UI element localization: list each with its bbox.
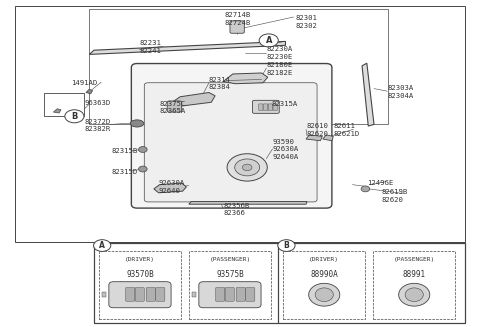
Bar	[99, 251, 181, 319]
Text: 82315A: 82315A	[271, 101, 297, 107]
FancyArrow shape	[192, 292, 196, 297]
FancyBboxPatch shape	[259, 104, 263, 111]
Polygon shape	[306, 135, 323, 141]
Polygon shape	[154, 183, 186, 193]
Ellipse shape	[405, 288, 423, 301]
FancyBboxPatch shape	[167, 101, 181, 112]
Text: 82301
82302: 82301 82302	[295, 15, 317, 29]
Circle shape	[361, 186, 370, 192]
Text: 82303A
82304A: 82303A 82304A	[387, 85, 414, 99]
Polygon shape	[53, 109, 61, 113]
Polygon shape	[323, 135, 333, 141]
FancyBboxPatch shape	[273, 104, 277, 111]
FancyBboxPatch shape	[230, 21, 244, 33]
Ellipse shape	[309, 283, 340, 306]
FancyBboxPatch shape	[146, 287, 156, 301]
Text: 82180E
82182E: 82180E 82182E	[266, 62, 293, 76]
Text: 82619B
82620: 82619B 82620	[381, 189, 408, 203]
Bar	[373, 251, 456, 319]
Text: 1249GE: 1249GE	[367, 180, 393, 186]
Text: (DRIVER): (DRIVER)	[125, 257, 155, 262]
FancyBboxPatch shape	[156, 287, 165, 301]
FancyBboxPatch shape	[109, 282, 171, 308]
Bar	[44, 93, 84, 116]
Text: 82230A
82230E: 82230A 82230E	[266, 46, 293, 60]
Bar	[89, 9, 388, 125]
Text: 82315B: 82315B	[112, 148, 138, 154]
Polygon shape	[362, 63, 374, 126]
FancyBboxPatch shape	[246, 287, 255, 301]
Text: 93590
92630A
92640A: 93590 92630A 92640A	[273, 139, 299, 160]
FancyBboxPatch shape	[199, 282, 261, 308]
Text: 88991: 88991	[403, 270, 426, 279]
Circle shape	[139, 166, 147, 172]
Ellipse shape	[131, 120, 144, 127]
Text: 82315D: 82315D	[112, 169, 138, 175]
Text: 96363D: 96363D	[84, 100, 111, 106]
Circle shape	[139, 146, 147, 152]
FancyBboxPatch shape	[236, 287, 245, 301]
Bar	[15, 6, 465, 242]
Circle shape	[227, 154, 267, 181]
FancyBboxPatch shape	[225, 287, 234, 301]
Polygon shape	[223, 73, 268, 84]
Bar	[189, 251, 271, 319]
Text: A: A	[265, 36, 272, 45]
Text: B: B	[284, 241, 289, 250]
Circle shape	[242, 164, 252, 171]
Text: 82714B
82724B: 82714B 82724B	[225, 12, 251, 26]
Text: (PASSENGER): (PASSENGER)	[209, 257, 251, 262]
Text: 82231
82241: 82231 82241	[139, 40, 161, 54]
Bar	[94, 243, 465, 323]
Text: 82372D
82382R: 82372D 82382R	[84, 119, 111, 132]
FancyBboxPatch shape	[126, 287, 135, 301]
Text: (DRIVER): (DRIVER)	[309, 257, 339, 262]
Polygon shape	[89, 42, 286, 54]
Bar	[278, 243, 465, 323]
Text: (PASSENGER): (PASSENGER)	[394, 257, 435, 262]
FancyArrow shape	[102, 292, 107, 297]
Circle shape	[278, 240, 295, 251]
FancyBboxPatch shape	[216, 287, 225, 301]
Text: 92630A
92640: 92630A 92640	[158, 180, 185, 194]
FancyBboxPatch shape	[132, 63, 332, 208]
Circle shape	[94, 240, 111, 251]
FancyBboxPatch shape	[268, 104, 273, 111]
Text: 82611
82621D: 82611 82621D	[333, 123, 360, 137]
Circle shape	[65, 110, 84, 123]
Ellipse shape	[399, 283, 430, 306]
Polygon shape	[189, 202, 307, 204]
Text: 1491AD: 1491AD	[72, 80, 98, 86]
Text: 93575B: 93575B	[216, 270, 244, 279]
FancyBboxPatch shape	[264, 104, 268, 111]
Bar	[94, 243, 278, 323]
Text: 82375C
82365A: 82375C 82365A	[159, 101, 186, 114]
Text: 88990A: 88990A	[311, 270, 338, 279]
FancyBboxPatch shape	[252, 100, 279, 113]
Bar	[283, 251, 365, 319]
FancyBboxPatch shape	[135, 287, 144, 301]
Polygon shape	[86, 89, 93, 94]
Circle shape	[259, 34, 278, 47]
Text: 82610
82620: 82610 82620	[306, 123, 328, 137]
Text: A: A	[99, 241, 105, 250]
Polygon shape	[170, 93, 215, 107]
Text: 82356B
82366: 82356B 82366	[223, 203, 250, 216]
Text: 93570B: 93570B	[126, 270, 154, 279]
Text: B: B	[71, 112, 78, 121]
Text: 82314
82384: 82314 82384	[209, 77, 231, 91]
Circle shape	[235, 159, 260, 176]
FancyBboxPatch shape	[144, 83, 317, 202]
Ellipse shape	[315, 288, 333, 301]
